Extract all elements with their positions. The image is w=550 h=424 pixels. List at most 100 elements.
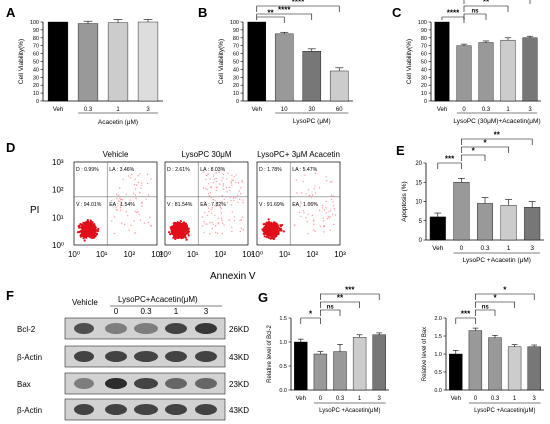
flow-dot-sparse [307, 233, 309, 235]
flow-cytometry-panel: PI Annexin V 10⁰ 10¹ 10² 10³ Vehicle D : 0.99… [30, 150, 346, 282]
flow-dot [92, 228, 95, 231]
blot-band [165, 351, 187, 362]
flow-dot [275, 235, 278, 238]
flow-dot-sparse [231, 230, 233, 233]
flow-dot-sparse [147, 194, 150, 196]
flow-dot-sparse [129, 199, 131, 201]
panel-letter-a: A [6, 5, 16, 20]
flow-dot-sparse [119, 204, 122, 206]
bar [77, 23, 99, 102]
flow-dot-sparse [237, 201, 239, 203]
significance-bracket [475, 301, 515, 308]
y-tick-label: 100 [30, 20, 39, 26]
flow-dot-sparse [134, 232, 136, 234]
flow-dot [267, 224, 270, 227]
significance-label: * [483, 139, 487, 148]
flow-dot [265, 230, 268, 233]
bar [488, 337, 502, 391]
flow-dot-sparse [125, 211, 128, 213]
x-tick-label: Veh [252, 107, 262, 113]
flow-dot-sparse [208, 183, 210, 185]
blot-band [74, 378, 94, 389]
y-tick-label: 1.0 [279, 340, 287, 346]
flow-dot-sparse [323, 209, 326, 211]
bar [524, 207, 541, 241]
significance-bracket [475, 293, 535, 300]
flow-dot [173, 222, 176, 225]
flow-dot [85, 220, 88, 223]
flow-dot-sparse [115, 206, 117, 208]
flow-dot [89, 224, 92, 227]
flow-dot-sparse [117, 194, 120, 196]
flow-dot-sparse [238, 190, 241, 192]
flow-dot-sparse [217, 217, 220, 219]
flow-dot-sparse [333, 223, 335, 226]
y-tick-label: 0 [236, 99, 239, 105]
flow-dot-sparse [242, 199, 244, 201]
flow-dot [183, 235, 186, 238]
panel-letter-g: G [258, 290, 268, 305]
flow-dot-sparse [206, 174, 208, 177]
flow-plot-title: LysoPC 30μM [181, 150, 231, 159]
y-tick-label: 90 [421, 28, 427, 34]
significance-label: *** [461, 310, 471, 319]
flow-dot-sparse [203, 220, 205, 223]
size-label: 23KD [229, 380, 249, 389]
flow-dot-sparse [140, 187, 142, 189]
flow-dot-sparse [239, 219, 241, 221]
flow-dot [262, 228, 265, 231]
significance-label: ** [483, 0, 490, 7]
flow-dot [177, 233, 180, 236]
flow-plot-title: LysoPC+ 3μM Acacetin [257, 150, 340, 159]
flow-dot [181, 223, 184, 226]
y-tick-label: 20 [233, 83, 239, 89]
flow-dot [83, 229, 86, 232]
protein-label: Bax [17, 380, 31, 389]
flow-dot-sparse [203, 231, 205, 234]
flow-dot-sparse [147, 221, 150, 224]
flow-dot-sparse [330, 194, 333, 196]
quadrant-label-ea: EA : 1.54% [109, 202, 135, 208]
flow-plot: LysoPC+ 3μM Acacetin D : 1.78% LA : 5.47% V… [251, 150, 346, 259]
flow-dot-sparse [220, 217, 223, 219]
flow-dot [96, 229, 99, 233]
significance-label: ** [267, 9, 274, 18]
flow-dot [81, 226, 84, 229]
flow-dot-sparse [222, 188, 225, 191]
y-tick-label: 1.5 [434, 334, 442, 340]
flow-dot-sparse [233, 199, 235, 202]
flow-dot-sparse [318, 187, 321, 189]
significance-bracket [463, 13, 487, 20]
flow-dot-sparse [321, 207, 324, 209]
flow-dot-sparse [330, 181, 332, 183]
flow-dot-sparse [330, 209, 332, 211]
y-tick-label: 100 [230, 20, 239, 26]
flow-dot [264, 226, 267, 230]
flow-dot-sparse [207, 173, 209, 175]
flow-dot-sparse [231, 174, 233, 176]
flow-dot-sparse [201, 225, 204, 227]
y-tick-label: 0.5 [279, 364, 287, 370]
flow-dot-sparse [118, 187, 121, 189]
bar [500, 205, 517, 241]
flow-dot-sparse [117, 200, 120, 202]
flow-dot-sparse [132, 192, 135, 194]
flow-dot-sparse [201, 216, 204, 218]
flow-dot-sparse [133, 183, 136, 186]
flow-dot-sparse [211, 221, 213, 224]
flow-dot-sparse [214, 214, 216, 217]
y-tick-label: 20 [415, 161, 422, 167]
flow-x-tick-label: 10² [124, 250, 136, 259]
quadrant-label-d: D : 0.99% [76, 167, 99, 173]
flow-dot [176, 224, 179, 227]
flow-y-tick-label: 10³ [52, 158, 64, 167]
flow-dot-sparse [214, 199, 216, 201]
flow-dot [90, 232, 93, 235]
flow-dot-sparse [323, 226, 326, 228]
y-tick-label: 0 [424, 99, 427, 105]
flow-dot [280, 229, 283, 232]
y-tick-label: 40 [33, 67, 39, 73]
flow-dot [173, 236, 176, 239]
bar [372, 334, 386, 391]
